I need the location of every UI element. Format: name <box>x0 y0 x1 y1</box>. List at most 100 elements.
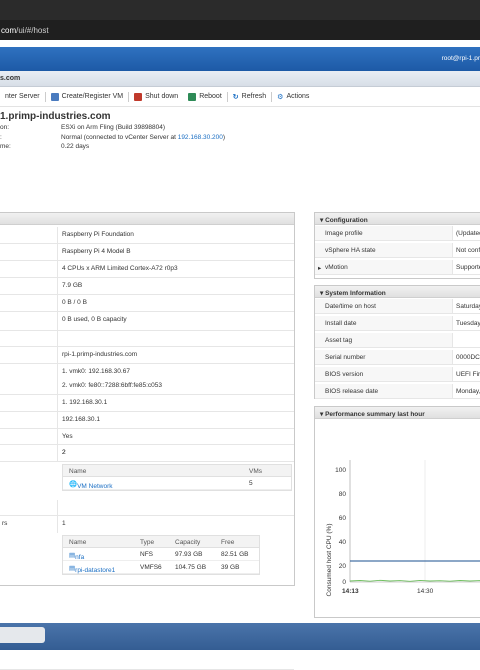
sysinfo-key: BIOS release date <box>325 388 379 395</box>
url-path: /ui/#/host <box>16 26 49 35</box>
datastore-name: nfa <box>75 554 85 561</box>
hardware-value: Raspberry Pi Foundation <box>62 231 134 238</box>
hardware-row: Yes <box>0 429 294 445</box>
create-vm-icon <box>50 92 59 101</box>
toolbar-label: Refresh <box>241 93 267 100</box>
sysinfo-value: Monday, <box>452 384 480 398</box>
create-register-vm-button[interactable]: Create/Register VM <box>46 92 128 101</box>
datastore-type: VMFS6 <box>140 564 162 571</box>
hardware-row: 192.168.30.1 <box>0 412 294 429</box>
hardware-row <box>0 331 294 347</box>
hardware-value: 2 <box>62 449 66 456</box>
configuration-title: Configuration <box>325 217 368 224</box>
hardware-row: rpi-1.primp-industries.com <box>0 347 294 364</box>
vmotion-row[interactable]: ▸ vMotion Supporte <box>315 260 480 275</box>
host-title: s.com <box>0 75 21 82</box>
y-tick-label: 60 <box>339 515 347 522</box>
hardware-row: Raspberry Pi 4 Model B <box>0 244 294 261</box>
expand-caret-icon: ▸ <box>318 265 322 272</box>
summary-row: on: ESXi on Arm Fling (Build 39898804) <box>0 124 480 134</box>
sysinfo-row: Install date Tuesday, <box>315 316 480 331</box>
datastore-capacity: 104.75 GB <box>175 564 207 571</box>
configuration-panel-header[interactable]: ▾ Configuration <box>315 213 480 225</box>
hardware-value: rpi-1.primp-industries.com <box>62 351 138 358</box>
sysinfo-key: BIOS version <box>325 371 364 378</box>
hardware-value: 1 <box>62 520 66 527</box>
networks-table: Name VMs 🌐 VM Network 5 <box>62 464 292 491</box>
table-row: ▤ rpi-datastore1 VMFS6 104.75 GB 39 GB <box>63 561 259 574</box>
hardware-value: Yes <box>62 433 73 440</box>
summary-value: Normal (connected to vCenter Server at 1… <box>61 134 225 144</box>
hardware-value: 2. vmk0: fe80::7288:6bff:fe85:c053 <box>62 382 162 389</box>
hardware-value: 192.168.30.1 <box>62 416 100 423</box>
toolbar-separator <box>226 91 228 102</box>
table-header: Name Type Capacity Free <box>63 536 259 548</box>
column-header: Capacity <box>175 539 201 546</box>
toolbar-separator <box>44 91 46 102</box>
hardware-value: Raspberry Pi 4 Model B <box>62 248 131 255</box>
bottom-task-bar <box>0 623 480 650</box>
config-value: Not conf <box>452 243 480 257</box>
performance-panel: ▾ Performance summary last hour Consumed… <box>314 406 480 618</box>
row-divider <box>57 278 58 294</box>
toolbar-label: Create/Register VM <box>61 93 124 100</box>
refresh-button[interactable]: ↻ Refresh <box>228 93 271 101</box>
host-name: 1.primp-industries.com <box>0 111 111 122</box>
summary-key: : <box>0 133 2 141</box>
column-header: VMs <box>249 468 262 475</box>
refresh-icon: ↻ <box>232 93 239 101</box>
toolbar-label: Actions <box>286 93 310 100</box>
y-tick-label: 20 <box>339 563 347 570</box>
toolbar-separator <box>271 91 273 102</box>
hardware-value: 1. vmk0: 192.168.30.67 <box>62 368 130 375</box>
datastore-link[interactable]: ▤ nfa <box>69 552 85 561</box>
row-divider <box>57 364 58 394</box>
hardware-row: 4 CPUs x ARM Limited Cortex-A72 r0p3 <box>0 261 294 278</box>
row-divider <box>57 445 58 461</box>
y-tick-label: 100 <box>335 467 346 474</box>
hardware-row <box>0 500 294 516</box>
config-row: Image profile (Updated <box>315 226 480 241</box>
cpu-chart: Consumed host CPU (%) 100 80 60 40 20 0 14:13… <box>326 460 480 597</box>
datastore-capacity: 97.93 GB <box>175 551 203 558</box>
summary-value: 0.22 days <box>61 143 90 150</box>
manage-vcenter-button[interactable]: nter Server <box>0 93 45 100</box>
sysinfo-row: BIOS release date Monday, <box>315 384 480 399</box>
sysinfo-value: UEFI Fir <box>452 367 480 381</box>
user-menu[interactable]: root@rpi-1.pr <box>441 55 480 62</box>
y-axis-label: Consumed host CPU (%) <box>326 524 333 597</box>
address-bar[interactable]: com/ui/#/host <box>0 20 480 40</box>
vcenter-link[interactable]: 192.168.30.200 <box>177 133 223 141</box>
column-header: Name <box>69 468 87 475</box>
hardware-value: 2 <box>62 449 66 456</box>
table-row: ▤ nfa NFS 97.93 GB 82.51 GB <box>63 548 259 561</box>
sysinfo-key: Date/time on host <box>325 303 376 310</box>
actions-button[interactable]: ⚙ Actions <box>272 93 314 101</box>
shut-down-button[interactable]: Shut down <box>129 92 183 101</box>
x-tick-label: 14:13 <box>342 588 359 595</box>
y-tick-label: 40 <box>339 539 347 546</box>
state-suffix: ) <box>222 133 226 141</box>
system-information-panel: ▾ System Information Date/time on host Sa… <box>314 285 480 399</box>
system-info-title: System Information <box>325 290 386 297</box>
hardware-value: 0 B / 0 B <box>62 299 87 306</box>
config-key: Image profile <box>325 230 363 237</box>
system-information-header[interactable]: ▾ System Information <box>315 286 480 298</box>
datastore-free: 39 GB <box>221 564 240 571</box>
datastores-table: Name Type Capacity Free ▤ nfa NFS 97.93 GB 82.5… <box>62 535 260 575</box>
datastore-link[interactable]: ▤ rpi-datastore1 <box>69 565 116 574</box>
sysinfo-key: Serial number <box>325 354 366 361</box>
state-text: Normal (connected to vCenter Server at <box>61 133 178 141</box>
toolbar-label: nter Server <box>5 93 40 100</box>
network-link[interactable]: 🌐 VM Network <box>69 481 113 490</box>
reboot-button[interactable]: Reboot <box>183 92 227 101</box>
config-key: vMotion <box>325 264 348 271</box>
config-value: (Updated <box>452 226 480 240</box>
sysinfo-value: Tuesday, <box>452 316 480 330</box>
performance-header[interactable]: ▾ Performance summary last hour <box>315 407 480 419</box>
host-summary: 1.primp-industries.com on: ESXi on Arm Fl… <box>0 107 480 153</box>
summary-value: ESXi on Arm Fling (Build 39898804) <box>61 124 166 131</box>
summary-row: : Normal (connected to vCenter Server at … <box>0 134 480 144</box>
network-vms: 5 <box>249 480 253 487</box>
recent-tasks-tab[interactable] <box>0 627 45 643</box>
